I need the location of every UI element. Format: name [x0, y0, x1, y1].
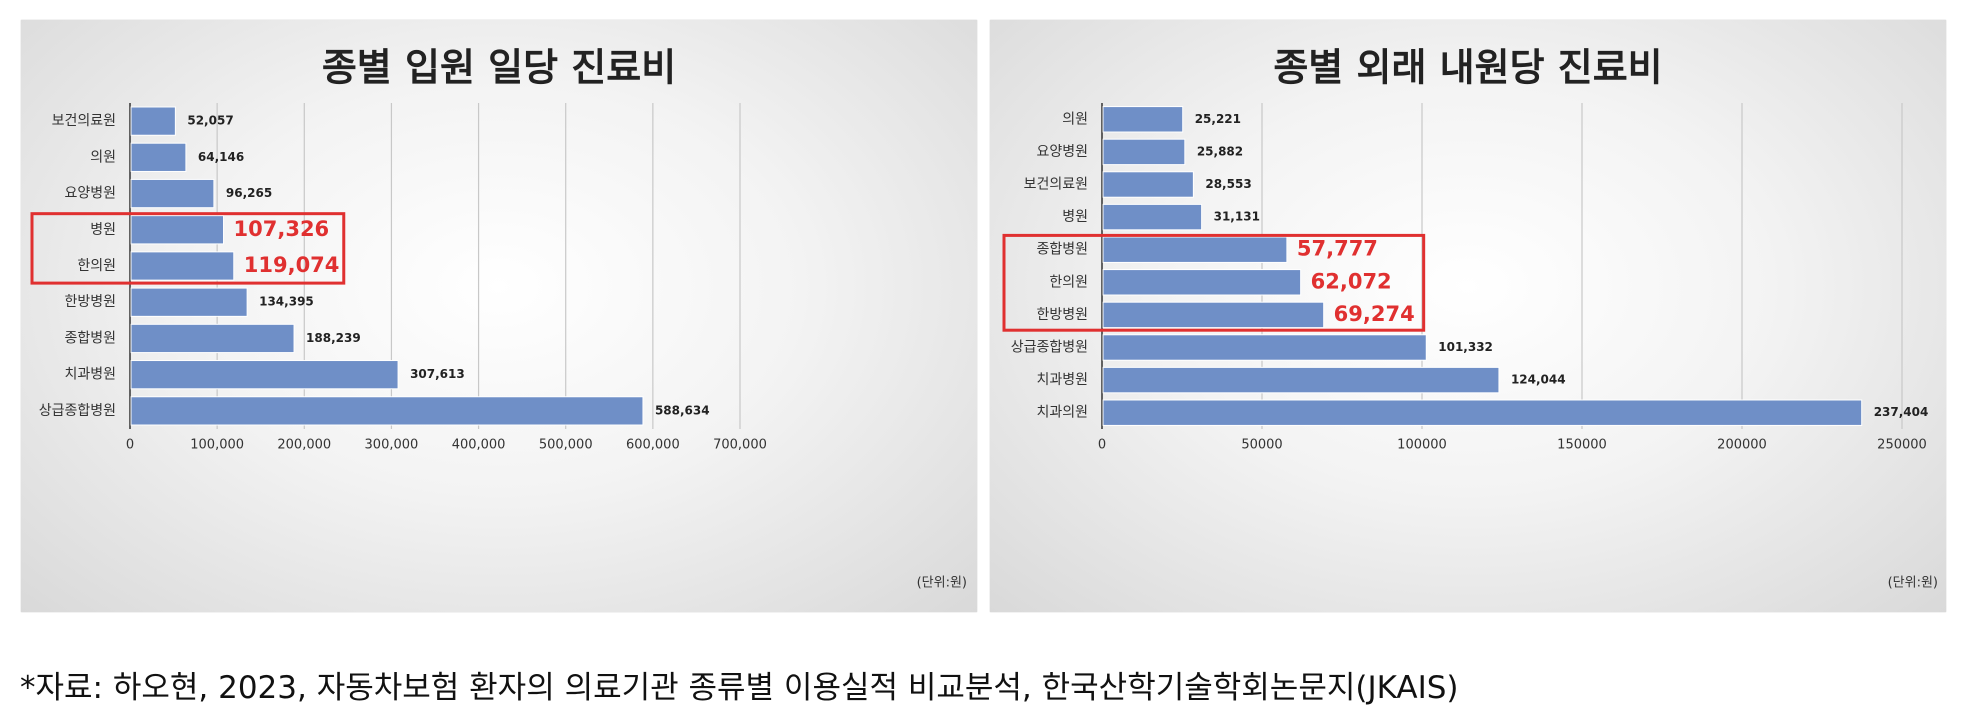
- x-tick-label: 500,000: [539, 438, 593, 453]
- value-label: 69,274: [1334, 302, 1415, 326]
- category-label: 의원: [1062, 111, 1088, 127]
- category-label: 한방병원: [1036, 307, 1088, 323]
- x-tick-label: 150000: [1557, 438, 1607, 453]
- bar: [130, 396, 644, 426]
- outpatient-chart-panel: 종별 외래 내원당 진료비 0 50000 100000 150000 200000 250…: [990, 20, 1946, 612]
- bar: [130, 142, 187, 172]
- value-label: 101,332: [1438, 340, 1493, 354]
- bar: [1102, 138, 1186, 166]
- value-label: 119,074: [244, 253, 340, 277]
- value-label: 57,777: [1297, 237, 1378, 261]
- bar: [1102, 301, 1325, 329]
- value-label: 237,404: [1874, 405, 1929, 419]
- category-label: 상급종합병원: [1011, 340, 1088, 356]
- bar: [130, 323, 295, 354]
- value-label: 188,239: [306, 331, 361, 345]
- category-label: 병원: [90, 222, 116, 238]
- value-label: 62,072: [1311, 269, 1392, 293]
- bar: [1102, 203, 1203, 231]
- value-label: 25,221: [1195, 112, 1241, 126]
- value-label: 25,882: [1197, 144, 1243, 158]
- category-label: 치과병원: [1036, 372, 1088, 388]
- bar: [130, 178, 215, 209]
- category-label: 종합병원: [64, 330, 116, 346]
- category-label: 종합병원: [1036, 242, 1088, 258]
- x-tick-label: 300,000: [365, 438, 419, 453]
- bar: [1102, 366, 1500, 394]
- x-tick-label: 600,000: [626, 438, 680, 453]
- outpatient-chart: 종별 외래 내원당 진료비 0 50000 100000 150000 200000 250…: [1002, 46, 1938, 591]
- bar: [130, 360, 399, 390]
- value-label: 96,265: [226, 186, 272, 200]
- bar: [130, 215, 225, 245]
- value-label: 64,146: [198, 150, 244, 164]
- value-label: 107,326: [234, 217, 330, 241]
- chart-title: 종별 외래 내원당 진료비: [1273, 46, 1662, 90]
- category-label: 한의원: [77, 258, 116, 274]
- category-label: 보건의료원: [52, 113, 116, 129]
- bar: [1102, 269, 1302, 296]
- x-tick-label: 100000: [1397, 438, 1447, 453]
- x-tick-label: 100,000: [190, 438, 244, 453]
- x-tick-label: 200,000: [277, 438, 331, 453]
- x-tick-label: 400,000: [452, 438, 506, 453]
- source-citation: *자료: 하오현, 2023, 자동차보험 환자의 의료기관 종류별 이용실적 …: [20, 670, 1459, 706]
- bar: [1102, 236, 1288, 263]
- bar: [130, 287, 248, 317]
- unit-note: (단위:원): [1888, 576, 1938, 591]
- category-label: 보건의료원: [1024, 177, 1088, 193]
- bar: [130, 106, 176, 136]
- highlight-box: [30, 212, 346, 285]
- inpatient-chart-panel: 종별 입원 일당 진료비 0 100,000 200,000 300,000 400,00…: [21, 20, 977, 612]
- inpatient-chart: 종별 입원 일당 진료비 0 100,000 200,000 300,000 400,00…: [30, 46, 967, 591]
- bar: [1102, 334, 1427, 361]
- x-tick-label: 250000: [1877, 438, 1927, 453]
- category-label: 치과병원: [64, 367, 116, 383]
- value-label: 31,131: [1214, 210, 1260, 224]
- value-label: 588,634: [655, 403, 710, 417]
- value-label: 52,057: [187, 114, 233, 128]
- x-tick-label: 0: [126, 438, 134, 453]
- bar: [130, 251, 235, 281]
- value-label: 28,553: [1205, 177, 1251, 191]
- value-label: 124,044: [1511, 373, 1566, 387]
- unit-note: (단위:원): [917, 576, 967, 591]
- category-label: 요양병원: [1036, 144, 1088, 160]
- x-tick-label: 200000: [1717, 438, 1767, 453]
- category-label: 요양병원: [64, 186, 116, 202]
- category-label: 의원: [90, 149, 116, 165]
- category-label: 한의원: [1049, 274, 1088, 290]
- value-label: 307,613: [410, 367, 465, 381]
- category-label: 상급종합병원: [39, 403, 116, 419]
- category-label: 치과의원: [1036, 405, 1088, 421]
- bar: [1102, 399, 1863, 426]
- x-tick-label: 50000: [1241, 438, 1282, 453]
- bar: [1102, 171, 1194, 198]
- category-label: 병원: [1062, 209, 1088, 225]
- value-label: 134,395: [259, 295, 314, 309]
- category-label: 한방병원: [64, 294, 116, 310]
- x-tick-label: 700,000: [713, 438, 767, 453]
- bar: [1102, 106, 1184, 133]
- highlight-box: [1002, 233, 1426, 332]
- chart-title: 종별 입원 일당 진료비: [322, 46, 676, 90]
- x-tick-label: 0: [1098, 438, 1106, 453]
